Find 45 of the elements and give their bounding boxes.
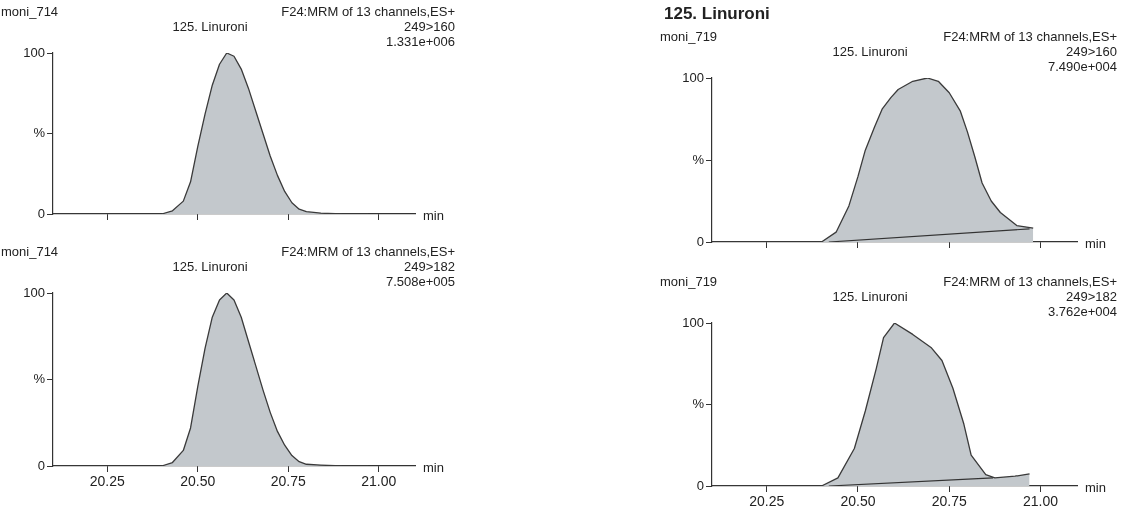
text: F24:MRM of 13 channels,ES+ [281,244,455,259]
text: 125. Linuroni [832,289,908,304]
x-tick-label: 20.25 [89,473,126,490]
text: 249>160 [1066,44,1117,59]
text: 125. Linuroni [172,259,248,274]
y-tick-label: % [692,396,705,412]
chart-subtitle: moni_714 [1,4,59,19]
y-tick-label: % [33,371,46,387]
x-axis-title: min [1085,479,1106,495]
y-tick-label: 100 [682,69,704,85]
y-tick-label: 100 [682,314,704,330]
text: F24:MRM of 13 channels,ES+ [943,29,1117,44]
chart-title: 125. Linuroni [664,4,770,23]
x-tick-label: 20.25 [749,493,785,510]
x-axis-title: min [1085,235,1106,251]
chart-subtitle: moni_714 [1,244,59,259]
text: 249>160 [404,19,455,34]
y-tick-label: 0 [696,233,704,249]
y-tick-label: 100 [23,44,45,60]
y-tick-label: % [692,151,705,167]
x-tick-label: 20.50 [840,493,876,510]
x-tick-label: 21.00 [361,473,397,490]
x-tick-label: 21.00 [1022,493,1059,510]
y-tick-label: 0 [37,457,45,473]
y-tick-label: 100 [23,284,45,300]
x-tick-label: 20.50 [180,473,216,490]
text: F24:MRM of 13 channels,ES+ [281,4,455,19]
chart-subtitle: moni_719 [660,29,718,44]
x-tick-label: 20.75 [931,493,967,510]
chart-subtitle: moni_719 [660,274,718,289]
text: 249>182 [404,259,455,274]
text: 249>182 [1066,289,1117,304]
text: 3.762e+004 [1047,304,1117,319]
text: F24:MRM of 13 channels,ES+ [943,274,1117,289]
y-tick-label: % [33,125,46,141]
x-tick-label: 20.75 [270,473,307,490]
x-axis-title: min [423,459,444,475]
text: 7.490e+004 [1047,59,1117,74]
text: 125. Linuroni [172,19,248,34]
y-tick-label: 0 [37,205,45,221]
y-tick-label: 0 [696,477,704,493]
text: 125. Linuroni [832,44,908,59]
text: 7.508e+005 [385,274,455,289]
text: 1.331e+006 [385,34,455,49]
x-axis-title: min [423,207,444,223]
